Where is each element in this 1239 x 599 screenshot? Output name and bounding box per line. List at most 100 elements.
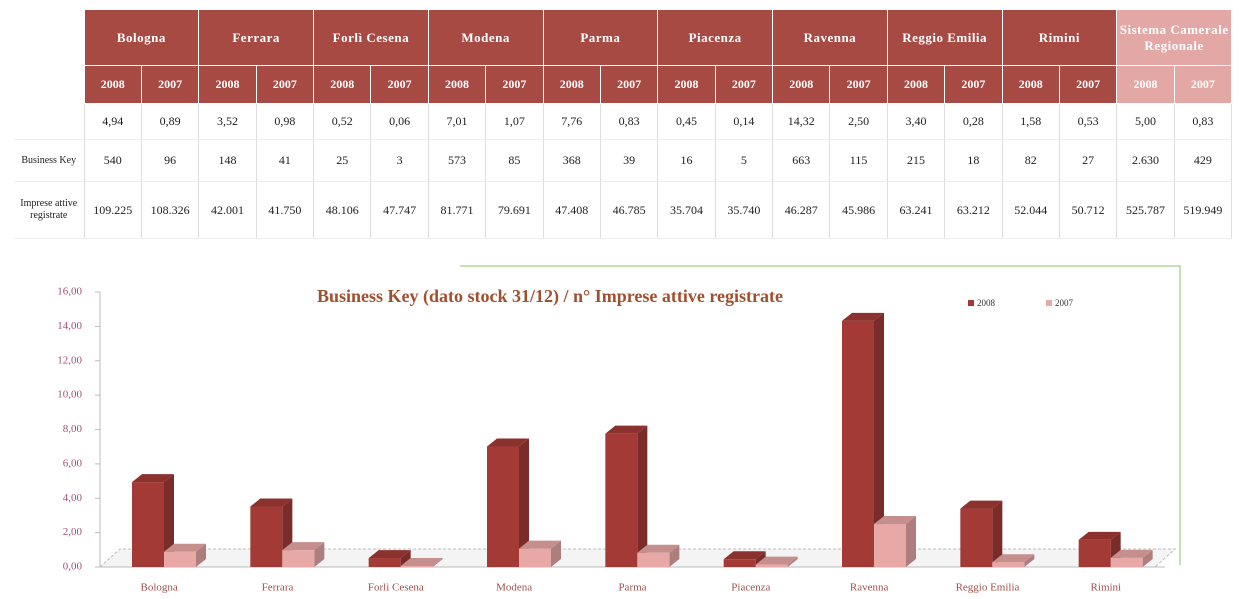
cell: 81.771 (428, 181, 487, 239)
bar-side (992, 500, 1003, 567)
bar-side (787, 556, 798, 567)
cell: 148 (198, 139, 257, 182)
bar-top (282, 542, 325, 551)
table-row: 4,94 0,89 3,52 0,98 0,52 0,06 7,01 1,07 7,76 0,83… (14, 103, 1233, 140)
cell: 7,01 (428, 103, 487, 140)
cell: 0,89 (141, 103, 200, 140)
cell: 3,40 (887, 103, 946, 140)
cell: 14,32 (772, 103, 831, 140)
y-tick-label: 0,00 (63, 561, 83, 573)
cell: 2,50 (829, 103, 888, 140)
x-tick-label: Rimini (1091, 582, 1122, 594)
cell: 1,07 (485, 103, 544, 140)
x-tick-label: Modena (496, 582, 532, 594)
cell: 429 (1174, 139, 1233, 182)
table-row: Imprese attive registrate 109.225 108.326 4… (14, 181, 1233, 239)
table-row: Business Key 540 96 148 41 25 3 573 85 368 39 16 5 66… (14, 139, 1233, 182)
bar (132, 482, 164, 567)
cell: 663 (772, 139, 831, 182)
cell: 35.704 (657, 181, 716, 239)
header-cell: Ravenna (772, 10, 888, 66)
cell: 63.241 (887, 181, 946, 239)
cell: 46.785 (600, 181, 659, 239)
bar-side (1142, 549, 1153, 567)
bar-top (755, 556, 798, 565)
bar (282, 550, 315, 567)
cell: 47.747 (370, 181, 429, 239)
cell: 525.787 (1116, 181, 1175, 239)
bar-top (960, 500, 1003, 509)
cell: 5,00 (1116, 103, 1175, 140)
bar-top (605, 425, 648, 434)
cell: 42.001 (198, 181, 257, 239)
cell: 45.986 (829, 181, 888, 239)
y-tick-label: 10,00 (57, 389, 82, 401)
cell: 368 (543, 139, 601, 182)
row-label: Business Key (14, 139, 85, 182)
y-tick-label: 16,00 (57, 286, 82, 298)
bar-top (487, 438, 529, 447)
year-cell: 2007 (1058, 65, 1118, 104)
cell: 540 (84, 139, 142, 182)
cell: 519.949 (1174, 181, 1233, 239)
legend-label: 2008 (977, 298, 996, 308)
y-tick-label: 14,00 (57, 320, 82, 332)
cell: 18 (944, 139, 1003, 182)
bar (519, 548, 551, 567)
row-label (14, 103, 85, 140)
bar-top (723, 551, 766, 560)
cell: 1,58 (1002, 103, 1060, 140)
bar-side (1024, 554, 1035, 567)
cell: 0,52 (313, 103, 372, 140)
chart-title: Business Key (dato stock 31/12) / n° Imp… (317, 286, 783, 307)
corner (14, 10, 84, 66)
year-cell: 2008 (771, 65, 831, 104)
x-tick-label: Piacenza (731, 582, 770, 594)
bar-side (637, 425, 648, 567)
bar-top (519, 540, 561, 549)
header-cell: Forlì Cesena (313, 10, 429, 66)
year-cell: 2007 (370, 65, 429, 104)
cell: 108.326 (141, 181, 200, 239)
bar (755, 564, 788, 567)
legend-swatch (968, 300, 974, 306)
cell: 4,94 (84, 103, 142, 140)
cell: 52.044 (1002, 181, 1060, 239)
y-tick-label: 2,00 (63, 526, 83, 538)
cell: 41 (256, 139, 315, 182)
header-cell: Piacenza (657, 10, 773, 66)
cell: 79.691 (485, 181, 544, 239)
cell: 82 (1002, 139, 1060, 182)
year-cell: 2008 (542, 65, 601, 104)
year-cell: 2008 (83, 65, 142, 104)
cell: 25 (313, 139, 372, 182)
header-cell: Reggio Emilia (886, 10, 1003, 66)
cell: 0,45 (657, 103, 716, 140)
year-cell: 2007 (714, 65, 774, 104)
bar (400, 565, 433, 567)
cell: 115 (829, 139, 888, 182)
bar-top (1078, 531, 1121, 540)
cell: 5 (715, 139, 774, 182)
bar-top (164, 543, 206, 552)
bar-side (400, 550, 411, 567)
year-cell: 2007 (1173, 65, 1233, 104)
x-tick-label: Bologna (141, 582, 178, 594)
cell: 2.630 (1116, 139, 1175, 182)
bar-top (132, 474, 174, 483)
x-tick-label: Parma (618, 582, 646, 594)
header-cell: Ferrara (198, 10, 314, 66)
bar-top (992, 554, 1035, 563)
header-cell: Sistema Camerale Regionale (1116, 10, 1232, 66)
cell: 0,14 (715, 103, 774, 140)
bar-side (874, 312, 884, 567)
bar-side (314, 542, 325, 567)
year-row: 2008 2007 2008 2007 2008 2007 2008 2007 2008 2007… (14, 65, 1233, 104)
bar (637, 552, 670, 567)
year-cell: 2007 (944, 65, 1003, 104)
row-label: Imprese attive registrate (14, 181, 85, 239)
header-row: Bologna Ferrara Forlì Cesena Modena Parma Pia… (14, 10, 1232, 66)
bar-side (519, 438, 529, 567)
